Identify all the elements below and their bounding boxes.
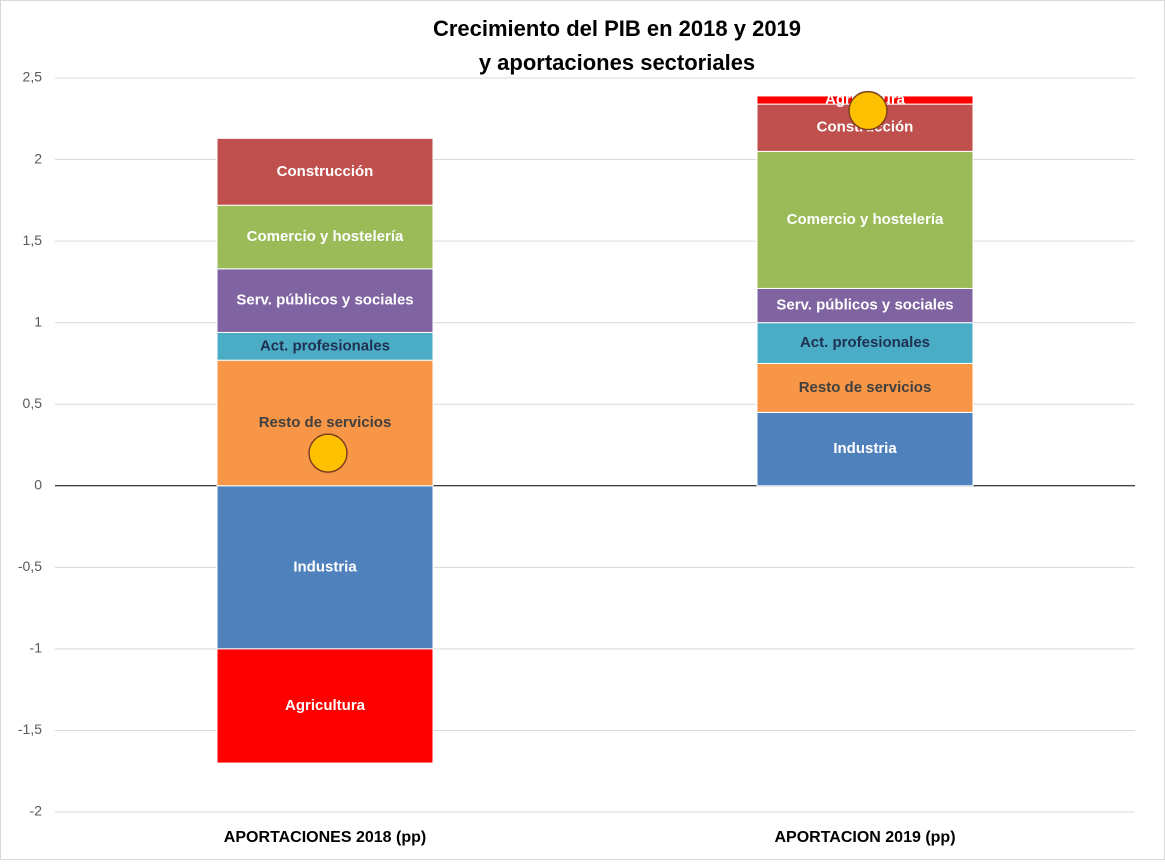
data-label: Industria [833,440,897,457]
total-marker [308,433,348,473]
data-label: Agricultura [285,697,366,714]
bar-segment [756,411,974,487]
y-tick-label: 0,5 [23,395,43,411]
bar-segment [216,268,434,333]
data-label: Construcción [277,163,374,180]
chart-title: Crecimiento del PIB en 2018 y 2019 [433,16,801,41]
y-tick-label: 1,5 [23,232,43,248]
y-tick-label: -1,5 [18,721,42,737]
data-label: Resto de servicios [259,414,392,431]
bar-segment [756,150,974,289]
total-marker [848,90,888,131]
bar-segment [756,362,974,413]
data-label: Resto de servicios [799,379,932,396]
bar-segment [216,331,434,361]
chart-subtitle: y aportaciones sectoriales [479,50,755,75]
data-label: Act. profesionales [800,334,930,351]
bar-segment [216,137,434,206]
y-tick-label: -2 [30,803,43,819]
data-label: Comercio y hostelería [247,228,404,245]
data-label: Comercio y hostelería [787,211,944,228]
bar-segment [216,485,434,650]
x-tick-label: APORTACION 2019 (pp) [774,829,955,846]
y-tick-label: 1 [34,313,42,329]
x-tick-label: APORTACIONES 2018 (pp) [224,829,426,846]
bar-segment [216,648,434,764]
y-tick-label: 2 [34,150,42,166]
data-label: Serv. públicos y sociales [236,292,413,309]
bar-segment [216,204,434,270]
data-label: Act. profesionales [260,337,390,354]
data-label: Industria [293,558,357,575]
y-tick-label: 2,5 [23,69,43,85]
bar-segment [756,322,974,364]
y-tick-label: -0,5 [18,558,42,574]
y-tick-label: -1 [30,640,43,656]
y-tick-label: 0 [34,476,42,492]
data-label: Serv. públicos y sociales [776,297,953,314]
bar-segment [756,287,974,324]
